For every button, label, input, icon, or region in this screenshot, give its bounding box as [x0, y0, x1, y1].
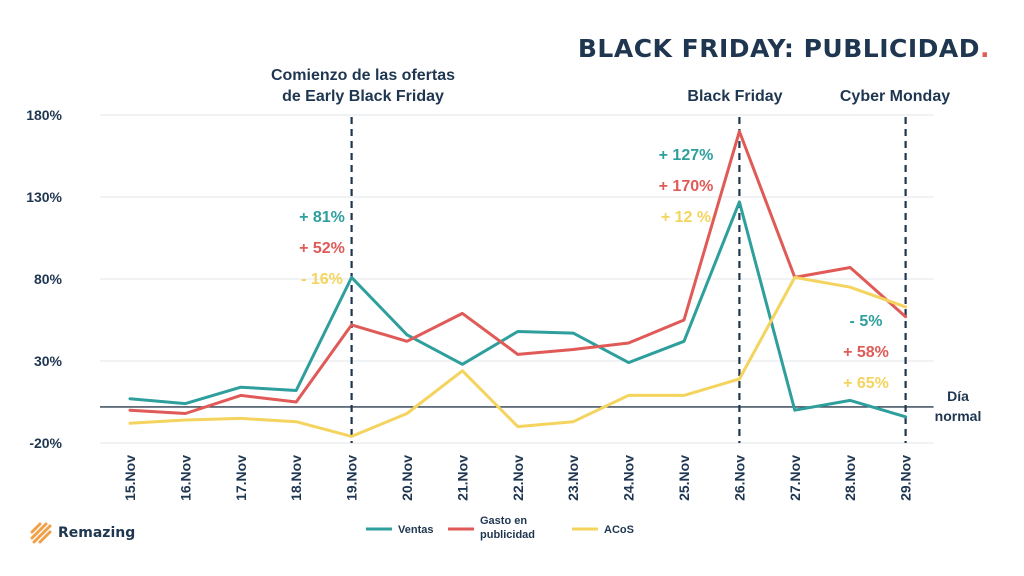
annotation-label: - 5% — [850, 313, 883, 330]
legend-label: Ventas — [398, 524, 433, 536]
baseline-label: Día — [947, 388, 969, 404]
x-tick-label: 15.Nov — [122, 455, 138, 501]
x-tick-label: 23.Nov — [565, 455, 581, 501]
annotation-label: + 12 % — [661, 209, 711, 226]
legend-label: Gasto en — [480, 515, 527, 527]
x-tick-label: 20.Nov — [399, 455, 415, 501]
y-tick-label: 130% — [26, 189, 62, 205]
annotation-label: + 170% — [659, 178, 714, 195]
x-tick-label: 26.Nov — [731, 455, 747, 501]
x-tick-label: 27.Nov — [787, 455, 803, 501]
x-tick-label: 28.Nov — [842, 455, 858, 501]
y-tick-label: 80% — [34, 271, 63, 287]
y-tick-label: 30% — [34, 353, 63, 369]
baseline-label: normal — [935, 408, 982, 424]
annotation-label: + 52% — [299, 240, 345, 257]
x-tick-label: 25.Nov — [676, 455, 692, 501]
brand-logo: Remazing — [30, 522, 135, 544]
x-tick-label: 24.Nov — [621, 455, 637, 501]
event-label: Black Friday — [687, 88, 782, 105]
x-tick-label: 21.Nov — [454, 455, 470, 501]
series-line-acos — [128, 275, 908, 438]
legend-label: publicidad — [480, 529, 535, 541]
title-dot: . — [980, 34, 990, 63]
x-tick-label: 16.Nov — [177, 455, 193, 501]
brand-name: Remazing — [58, 525, 136, 541]
x-tick-label: 18.Nov — [288, 455, 304, 501]
annotation-label: - 16% — [301, 271, 343, 288]
page-title: BLACK FRIDAY: PUBLICIDAD. — [578, 34, 990, 63]
event-label: Comienzo de las ofertas — [271, 67, 455, 84]
event-label: de Early Black Friday — [282, 88, 444, 105]
event-label: Cyber Monday — [840, 88, 950, 105]
annotation-label: + 65% — [843, 375, 889, 392]
y-tick-label: 180% — [26, 107, 62, 123]
annotation-label: + 58% — [843, 344, 889, 361]
x-tick-label: 22.Nov — [510, 455, 526, 501]
x-tick-label: 19.Nov — [344, 455, 360, 501]
x-tick-label: 17.Nov — [233, 455, 249, 501]
remazing-icon — [30, 522, 52, 544]
series-line-ventas — [128, 200, 908, 419]
series-line-gasto — [128, 129, 908, 415]
y-tick-label: -20% — [29, 435, 62, 451]
x-tick-label: 29.Nov — [898, 455, 914, 501]
legend-label: ACoS — [604, 524, 634, 536]
page-title-text: BLACK FRIDAY: PUBLICIDAD — [577, 34, 980, 63]
annotation-label: + 127% — [659, 147, 714, 164]
annotation-label: + 81% — [299, 209, 345, 226]
